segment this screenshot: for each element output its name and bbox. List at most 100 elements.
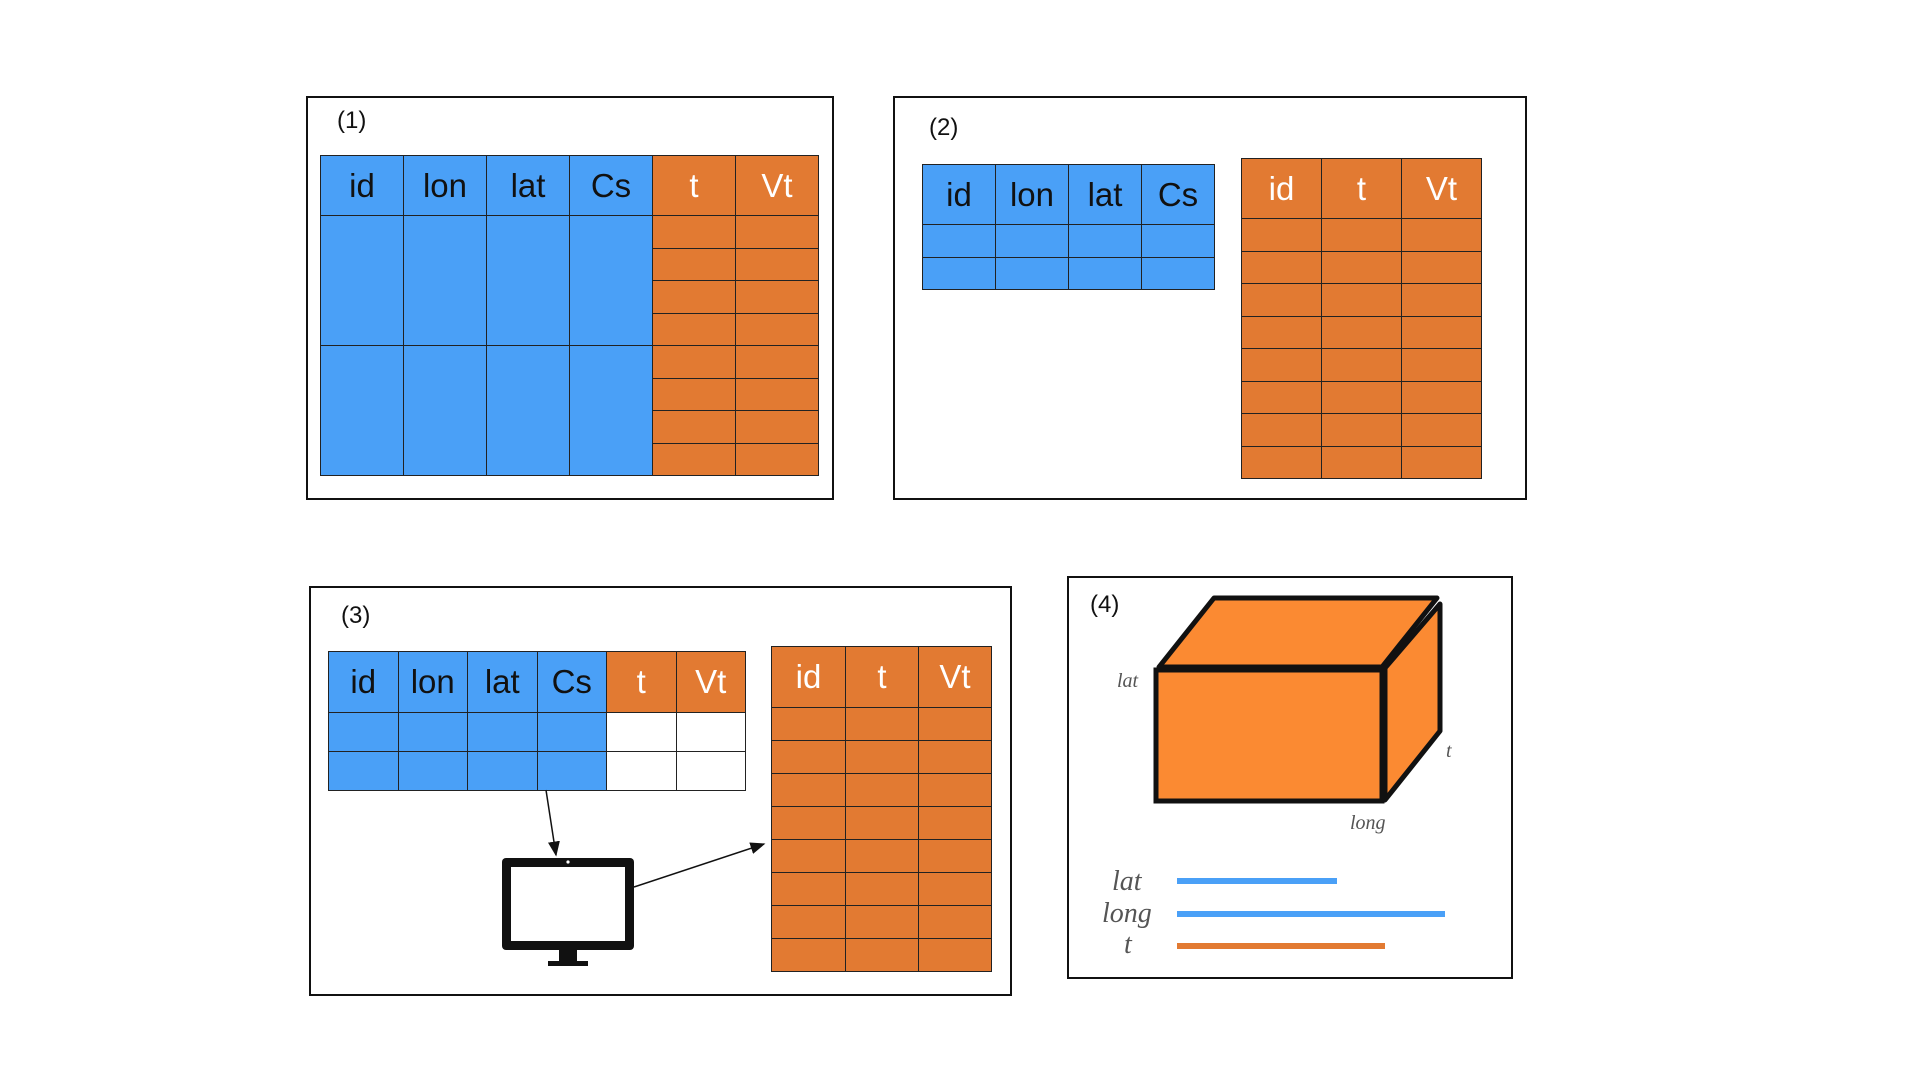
t3o-cell (772, 708, 846, 741)
t1-blue-cell (404, 346, 487, 476)
t1-header-cs: Cs (570, 156, 653, 216)
t2o-cell (1242, 381, 1322, 414)
cube-t-label: t (1446, 740, 1452, 762)
cube-front-face (1153, 667, 1385, 804)
table-2-orange: id t Vt (1241, 158, 1482, 479)
t3o-cell (846, 939, 919, 972)
data-cube: lat t long (1117, 595, 1452, 834)
t1-blue-cell (404, 216, 487, 346)
t3o-cell (772, 873, 846, 906)
arrow-table-to-computer (545, 789, 560, 857)
t3-blue-cell (329, 752, 399, 791)
t3o-cell (919, 708, 992, 741)
t1-blue-cell (570, 346, 653, 476)
t2-blue-cell (1069, 257, 1142, 290)
t2o-cell (1402, 349, 1482, 382)
t3o-cell (919, 774, 992, 807)
t1-orange-cell (736, 281, 819, 314)
t2-header-lon: lon (996, 165, 1069, 225)
t3o-cell (846, 840, 919, 873)
t3o-cell (772, 939, 846, 972)
t2-blue-cell (923, 225, 996, 258)
t1-orange-cell (653, 313, 736, 346)
panel-2-label: (2) (929, 114, 959, 141)
t2o-cell (1322, 381, 1402, 414)
t3-header-t: t (607, 652, 677, 713)
t3-header-lat: lat (468, 652, 538, 713)
t3o-cell (846, 906, 919, 939)
t3o-cell (919, 873, 992, 906)
t3o-cell (772, 840, 846, 873)
t1-orange-cell (736, 443, 819, 476)
t2-blue-cell (1142, 225, 1215, 258)
panel-3-label: (3) (341, 602, 371, 629)
t2o-cell (1322, 349, 1402, 382)
t3o-cell (772, 774, 846, 807)
t3o-cell (919, 939, 992, 972)
table-1: id lon lat Cs t Vt (320, 155, 819, 476)
t1-orange-cell (653, 443, 736, 476)
t2-blue-cell (1069, 225, 1142, 258)
t2o-cell (1242, 414, 1322, 447)
t2-blue-cell (996, 257, 1069, 290)
legend-lat-label: lat (1112, 866, 1143, 897)
arrow-computer-to-table (633, 842, 766, 888)
t1-orange-cell (736, 346, 819, 379)
table-2-blue: id lon lat Cs (922, 164, 1215, 290)
t3-header-vt: Vt (676, 652, 746, 713)
t1-orange-cell (736, 411, 819, 444)
t3-blue-cell (398, 752, 468, 791)
t3-header-lon: lon (398, 652, 468, 713)
t3o-cell (846, 774, 919, 807)
table-3-orange: id t Vt (771, 646, 992, 972)
t1-orange-cell (653, 248, 736, 281)
t2o-cell (1242, 251, 1322, 284)
t3o-header-vt: Vt (919, 647, 992, 708)
legend-long-label: long (1102, 898, 1152, 929)
t1-orange-cell (736, 378, 819, 411)
t1-orange-cell (653, 281, 736, 314)
t3-header-cs: Cs (537, 652, 607, 713)
t1-header-t: t (653, 156, 736, 216)
legend-t-label: t (1124, 929, 1133, 960)
panel-4-label: (4) (1090, 591, 1120, 618)
t1-orange-cell (736, 216, 819, 249)
t2o-cell (1322, 414, 1402, 447)
t1-orange-cell (736, 248, 819, 281)
t2o-cell (1322, 316, 1402, 349)
t2o-cell (1242, 446, 1322, 479)
cube-top-face (1156, 595, 1440, 670)
t3-blue-cell (537, 752, 607, 791)
t2-blue-cell (923, 257, 996, 290)
t3-blue-cell (329, 713, 399, 752)
t2o-cell (1402, 381, 1482, 414)
t3-blue-cell (537, 713, 607, 752)
t1-orange-cell (653, 346, 736, 379)
t1-blue-cell (487, 346, 570, 476)
t2o-cell (1402, 414, 1482, 447)
t3o-cell (772, 807, 846, 840)
t1-header-vt: Vt (736, 156, 819, 216)
t3o-cell (772, 906, 846, 939)
t2o-header-vt: Vt (1402, 159, 1482, 219)
t2o-cell (1322, 251, 1402, 284)
t3-empty-cell (607, 752, 677, 791)
t2o-cell (1402, 446, 1482, 479)
t2o-cell (1242, 349, 1322, 382)
t1-orange-cell (653, 411, 736, 444)
t2o-cell (1322, 284, 1402, 317)
t3o-cell (919, 840, 992, 873)
t3-empty-cell (676, 713, 746, 752)
t2o-header-t: t (1322, 159, 1402, 219)
t3o-header-id: id (772, 647, 846, 708)
t2-header-cs: Cs (1142, 165, 1215, 225)
t3-blue-cell (468, 713, 538, 752)
t1-blue-cell (487, 216, 570, 346)
t3o-cell (772, 741, 846, 774)
t2o-cell (1242, 316, 1322, 349)
t3-blue-cell (398, 713, 468, 752)
t2o-cell (1402, 284, 1482, 317)
t3o-header-t: t (846, 647, 919, 708)
t2o-cell (1402, 219, 1482, 252)
